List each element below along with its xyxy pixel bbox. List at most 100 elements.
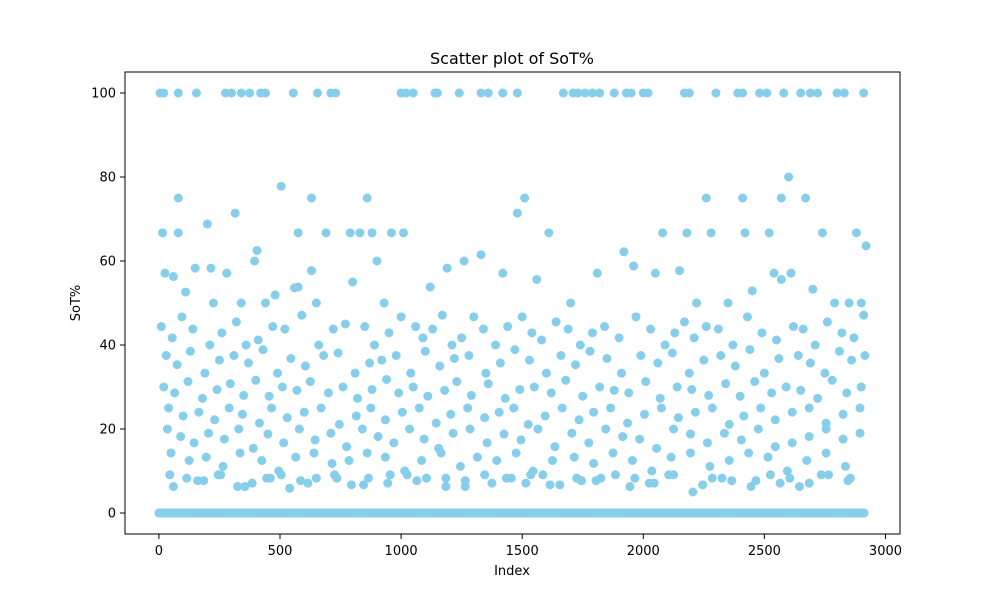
data-point bbox=[294, 424, 304, 434]
data-point bbox=[675, 266, 685, 276]
data-point bbox=[619, 247, 629, 257]
data-point bbox=[616, 368, 626, 378]
data-point bbox=[578, 391, 588, 401]
data-point bbox=[546, 388, 556, 398]
data-point bbox=[217, 328, 227, 338]
data-point bbox=[643, 88, 653, 98]
data-point bbox=[520, 193, 530, 203]
data-point bbox=[293, 228, 303, 238]
data-point bbox=[252, 246, 262, 255]
data-point bbox=[624, 388, 634, 398]
data-point bbox=[160, 268, 170, 278]
data-point bbox=[810, 340, 820, 350]
data-point bbox=[646, 324, 656, 334]
data-point bbox=[787, 407, 797, 417]
data-point bbox=[721, 379, 731, 389]
data-point bbox=[837, 328, 847, 338]
data-point bbox=[670, 328, 680, 338]
data-point bbox=[847, 355, 857, 365]
x-tick-label: 500 bbox=[268, 544, 293, 559]
data-point bbox=[331, 88, 341, 98]
data-point bbox=[363, 473, 373, 483]
data-point bbox=[156, 322, 166, 332]
data-point bbox=[436, 448, 446, 458]
data-point bbox=[832, 88, 842, 98]
data-point bbox=[207, 508, 217, 518]
data-point bbox=[584, 438, 594, 448]
data-point bbox=[184, 456, 194, 465]
data-point bbox=[328, 324, 338, 334]
data-point bbox=[414, 403, 424, 413]
data-point bbox=[369, 340, 379, 350]
data-point bbox=[845, 473, 855, 483]
data-point bbox=[250, 256, 260, 266]
data-point bbox=[276, 181, 286, 191]
data-point bbox=[669, 424, 679, 434]
data-point bbox=[561, 508, 571, 518]
data-point bbox=[342, 442, 352, 452]
data-point bbox=[173, 193, 183, 203]
data-point bbox=[855, 428, 865, 438]
data-point bbox=[431, 418, 441, 428]
data-point bbox=[236, 88, 246, 98]
data-point bbox=[663, 508, 672, 518]
data-point bbox=[305, 377, 315, 387]
chart-title: Scatter plot of SoT% bbox=[430, 49, 594, 68]
data-point bbox=[759, 508, 769, 518]
data-point bbox=[200, 368, 210, 378]
data-point bbox=[165, 470, 175, 480]
data-point bbox=[601, 424, 611, 434]
data-point bbox=[623, 418, 633, 428]
data-point bbox=[776, 274, 786, 284]
data-point bbox=[630, 473, 640, 483]
data-point bbox=[751, 476, 761, 486]
data-point bbox=[860, 351, 870, 360]
data-point bbox=[556, 351, 566, 360]
data-point bbox=[394, 388, 404, 398]
data-point bbox=[300, 361, 310, 371]
y-tick-label: 40 bbox=[99, 339, 116, 354]
data-point bbox=[396, 312, 406, 322]
data-point bbox=[382, 374, 392, 384]
data-point bbox=[689, 333, 699, 343]
data-point bbox=[218, 461, 228, 471]
data-point bbox=[236, 298, 246, 308]
data-point bbox=[813, 88, 823, 98]
data-point bbox=[516, 435, 526, 445]
data-point bbox=[208, 298, 218, 308]
data-point bbox=[784, 172, 794, 182]
data-point bbox=[326, 428, 336, 438]
data-point bbox=[248, 443, 258, 453]
data-point bbox=[487, 478, 497, 488]
data-point bbox=[472, 452, 482, 462]
data-point bbox=[660, 340, 670, 350]
data-point bbox=[821, 448, 831, 458]
data-point bbox=[419, 434, 429, 444]
data-point bbox=[437, 310, 447, 320]
y-tick-label: 60 bbox=[99, 255, 116, 270]
data-point bbox=[159, 88, 169, 98]
data-point bbox=[270, 290, 280, 300]
data-point bbox=[159, 382, 169, 392]
data-point bbox=[428, 324, 438, 334]
data-point bbox=[412, 476, 422, 486]
data-point bbox=[466, 390, 476, 400]
data-point bbox=[482, 438, 492, 448]
data-point bbox=[265, 473, 275, 483]
data-point bbox=[360, 322, 370, 332]
data-point bbox=[686, 429, 696, 439]
data-point bbox=[532, 274, 542, 284]
data-point bbox=[425, 282, 435, 292]
data-point bbox=[229, 351, 239, 360]
data-point bbox=[763, 452, 773, 462]
data-point bbox=[589, 407, 599, 417]
data-point bbox=[194, 407, 204, 417]
data-point bbox=[351, 411, 361, 421]
data-point bbox=[500, 393, 510, 403]
data-point bbox=[476, 250, 486, 260]
data-point bbox=[309, 448, 319, 458]
data-point bbox=[181, 287, 191, 297]
data-point bbox=[629, 508, 639, 518]
data-point bbox=[254, 418, 264, 428]
data-point bbox=[367, 228, 377, 238]
